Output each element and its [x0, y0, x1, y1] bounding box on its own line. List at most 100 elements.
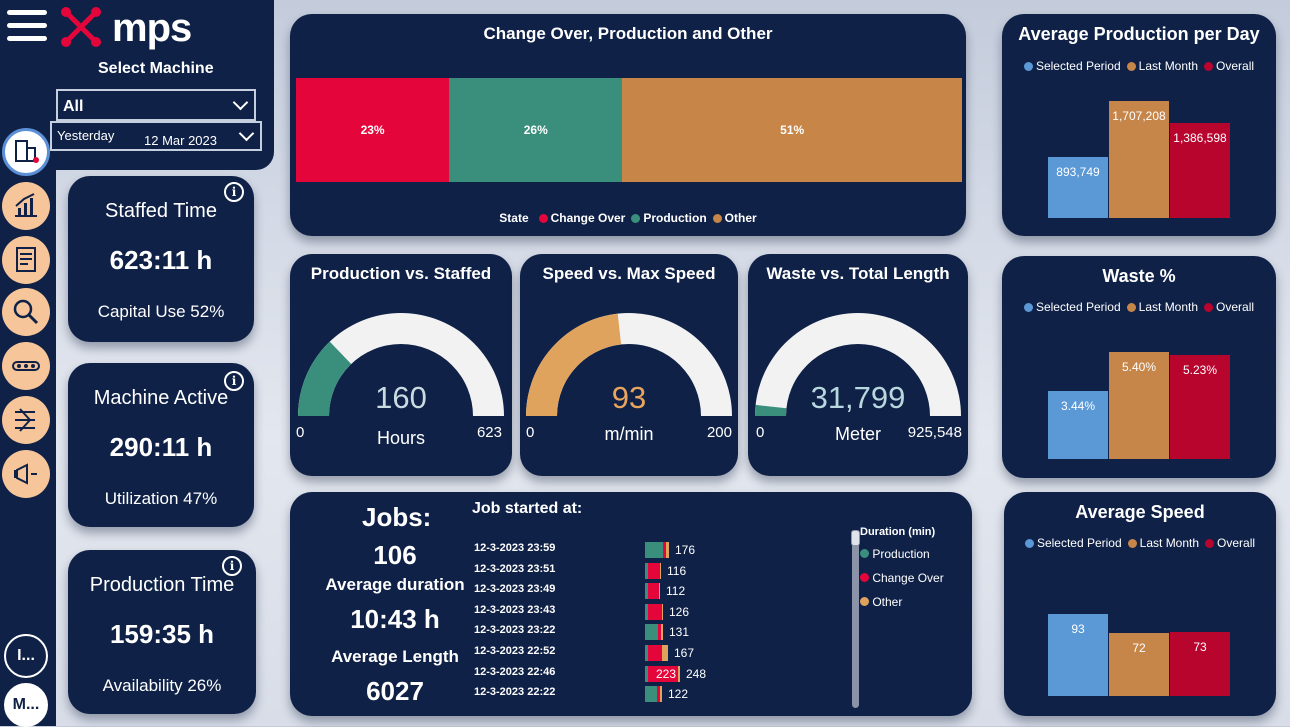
avg-duration-value: 10:43 h	[350, 604, 440, 634]
job-duration-total: 167	[674, 646, 695, 660]
machine-dropdown[interactable]: All	[56, 89, 256, 121]
bar-selected-period[interactable]: 93	[1048, 614, 1108, 696]
job-row[interactable]: 12-3-2023 22:52 167	[474, 643, 734, 663]
duration-segment-change-over[interactable]	[648, 583, 659, 600]
duration-segment-other[interactable]	[661, 624, 663, 641]
duration-segment-other[interactable]	[662, 603, 663, 620]
nav-button-workflow[interactable]	[2, 396, 50, 444]
duration-segment-change-over[interactable]	[648, 562, 660, 579]
legend-item-last-month[interactable]: Last Month	[1127, 536, 1199, 550]
kpi-title: Machine Active	[93, 387, 229, 409]
bar-overall[interactable]: 73	[1170, 631, 1230, 696]
nav-button-megaphone[interactable]	[2, 450, 50, 498]
job-start-time: 12-3-2023 23:49	[474, 583, 556, 596]
bar-overall[interactable]: 1,386,598	[1170, 123, 1230, 218]
duration-segment-production[interactable]	[645, 624, 658, 641]
legend-item-last-month[interactable]: Last Month	[1126, 300, 1198, 314]
nav-button-report[interactable]	[2, 236, 50, 284]
duration-legend-change-over[interactable]: Change Over	[860, 571, 944, 585]
legend-item-last-month[interactable]: Last Month	[1126, 59, 1198, 73]
duration-segment-other[interactable]	[666, 542, 669, 558]
scrollbar[interactable]	[851, 530, 860, 708]
duration-segment-production[interactable]	[645, 562, 648, 579]
legend-item-selected-period[interactable]: Selected Period	[1023, 300, 1121, 314]
duration-segment-change-over[interactable]	[648, 645, 662, 661]
info-icon[interactable]: i	[222, 556, 242, 576]
workflow-icon	[15, 408, 35, 432]
duration-segment-other[interactable]	[660, 686, 662, 703]
scrollbar-thumb[interactable]	[851, 530, 860, 546]
bar-segment-change-over[interactable]: 23%	[296, 78, 450, 182]
bar-selected-period[interactable]: 893,749	[1048, 156, 1108, 218]
duration-segment-change-over[interactable]	[648, 665, 678, 682]
bar-last-month[interactable]: 72	[1109, 632, 1169, 696]
job-row[interactable]: 12-3-2023 23:49 112	[474, 581, 734, 601]
duration-segment-other[interactable]	[678, 665, 680, 682]
job-start-time: 12-3-2023 22:46	[474, 665, 556, 678]
kpi-value: 159:35 h	[109, 619, 215, 649]
duration-segment-production[interactable]	[645, 665, 648, 682]
job-row[interactable]: 12-3-2023 23:59 176	[474, 540, 734, 560]
duration-segment-change-over[interactable]	[657, 686, 660, 703]
kpi-subtitle: Utilization 47%	[104, 489, 218, 508]
legend-item-change-over[interactable]: Change Over	[538, 211, 625, 225]
bar-overall[interactable]: 5.23%	[1170, 355, 1230, 459]
bar-segment-other[interactable]: 51%	[622, 78, 962, 182]
gauge-value: 31,799	[810, 380, 906, 415]
chart-title: Average Speed	[1075, 502, 1205, 522]
kpi-title: Staffed Time	[105, 200, 217, 222]
nav-button-magnifier[interactable]	[2, 288, 50, 336]
job-duration-total: 126	[669, 604, 690, 619]
gauge-fill	[755, 404, 787, 416]
job-row[interactable]: 12-3-2023 22:22 122	[474, 684, 734, 704]
duration-segment-production[interactable]	[645, 686, 657, 703]
more-nav-button[interactable]: M...	[4, 683, 48, 727]
info-nav-button[interactable]: I...	[4, 634, 48, 678]
legend-item-selected-period[interactable]: Selected Period	[1023, 59, 1121, 73]
gauge-value: 93	[611, 380, 647, 415]
duration-segment-other[interactable]	[659, 583, 660, 600]
bar-last-month[interactable]: 5.40%	[1109, 351, 1169, 459]
duration-segment-production[interactable]	[645, 645, 648, 661]
gauge-speed-vs-max: Speed vs. Max Speed 93 m/min 0 200	[520, 254, 738, 476]
legend-item-overall[interactable]: Overall	[1204, 59, 1254, 73]
duration-segment-other[interactable]	[662, 645, 668, 661]
duration-segment-other[interactable]	[660, 562, 661, 579]
bar-selected-period[interactable]: 3.44%	[1048, 390, 1108, 459]
nav-button-conveyor[interactable]	[2, 342, 50, 390]
info-icon[interactable]: i	[224, 182, 244, 202]
duration-legend-other[interactable]: Other	[860, 595, 902, 609]
period-dropdown-value: Yesterday	[57, 127, 115, 143]
job-row[interactable]: 12-3-2023 22:46 223 248	[474, 664, 734, 684]
duration-segment-production[interactable]	[645, 603, 648, 620]
duration-segment-change-over[interactable]	[658, 624, 661, 641]
duration-segment-production[interactable]	[645, 583, 648, 600]
bar-last-month[interactable]: 1,707,208	[1109, 101, 1169, 218]
bar-data-label: 5.23%	[1182, 363, 1218, 378]
magnifier-icon	[13, 299, 39, 325]
gauge-min: 0	[756, 424, 765, 441]
mps-logo-icon	[58, 4, 104, 50]
info-icon[interactable]: i	[224, 371, 244, 391]
nav-button-bar-chart[interactable]	[2, 182, 50, 230]
job-row[interactable]: 12-3-2023 23:43 126	[474, 602, 734, 622]
duration-segment-production[interactable]	[645, 542, 663, 558]
job-row[interactable]: 12-3-2023 23:51 116	[474, 561, 734, 581]
period-dropdown[interactable]: Yesterday 12 Mar 2023	[50, 121, 262, 151]
hamburger-menu-icon[interactable]	[7, 10, 47, 49]
duration-segment-change-over[interactable]	[663, 542, 666, 558]
legend-item-overall[interactable]: Overall	[1205, 536, 1255, 550]
legend-item-overall[interactable]: Overall	[1204, 300, 1254, 314]
segment-label: 51%	[780, 123, 805, 137]
gauge-unit: Meter	[834, 424, 881, 444]
nav-button-building[interactable]	[2, 128, 50, 176]
legend-item-production[interactable]: Production	[631, 211, 707, 225]
bar-data-label: 93	[1071, 622, 1085, 637]
duration-segment-change-over[interactable]	[648, 603, 662, 620]
legend-item-other[interactable]: Other	[712, 211, 757, 225]
duration-legend-production[interactable]: Production	[860, 547, 930, 561]
bar-segment-production[interactable]: 26%	[449, 78, 623, 182]
job-start-time: 12-3-2023 22:22	[474, 686, 556, 699]
job-row[interactable]: 12-3-2023 23:22 131	[474, 622, 734, 642]
legend-item-selected-period[interactable]: Selected Period	[1024, 536, 1122, 550]
